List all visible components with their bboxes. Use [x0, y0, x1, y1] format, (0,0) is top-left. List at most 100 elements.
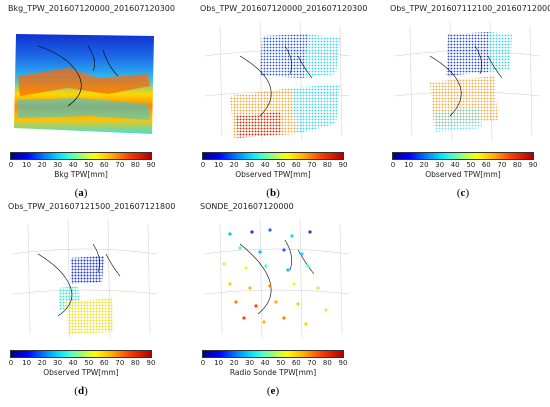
tick: 30 — [435, 161, 445, 169]
tick: 0 — [200, 359, 206, 367]
tick: 50 — [276, 359, 286, 367]
tick: 0 — [8, 161, 14, 169]
tick: 20 — [229, 359, 239, 367]
tick: 10 — [22, 359, 32, 367]
obs-swath — [66, 298, 114, 334]
obs-swath — [304, 34, 340, 78]
colorbar-ticks: 0 10 20 30 40 50 60 70 80 90 — [200, 161, 348, 170]
coastline — [37, 45, 119, 107]
map-observed-tpw — [390, 16, 542, 146]
colorbar — [202, 152, 344, 160]
tick: 60 — [481, 161, 491, 169]
tick: 10 — [404, 161, 414, 169]
obs-swath — [236, 112, 282, 138]
map-observed-tpw — [200, 16, 352, 146]
tick: 40 — [450, 161, 460, 169]
tick: 50 — [466, 161, 476, 169]
graticule — [204, 218, 351, 340]
panel-title: Bkg_TPW_201607120000_201607120300 — [8, 4, 175, 13]
panel-title: Obs_TPW_201607120000_201607120300 — [200, 4, 368, 13]
panel-label: (d) — [74, 385, 88, 397]
coastline — [239, 45, 313, 117]
tick: 60 — [99, 359, 109, 367]
tick: 40 — [68, 359, 78, 367]
coastline — [429, 45, 503, 117]
panel-a: Bkg_TPW_201607120000_201607120300 0 — [8, 4, 175, 204]
tick: 80 — [130, 161, 140, 169]
tick: 50 — [84, 359, 94, 367]
graticule — [12, 218, 159, 340]
tick: 30 — [245, 161, 255, 169]
colorbar-ticks: 0 10 20 30 40 50 60 70 80 90 — [390, 161, 538, 170]
tick: 30 — [53, 161, 63, 169]
obs-swath — [434, 108, 482, 132]
map-radiosonde-tpw — [200, 214, 352, 344]
colorbar — [10, 152, 152, 160]
tick: 90 — [146, 161, 156, 169]
graticule — [204, 20, 351, 142]
colorbar-label: Observed TPW[mm] — [235, 170, 311, 179]
obs-swath — [292, 84, 340, 134]
coastline — [37, 243, 121, 317]
tick: 70 — [115, 161, 125, 169]
tick: 0 — [8, 359, 14, 367]
colorbar-label: Observed TPW[mm] — [425, 170, 501, 179]
tick: 20 — [419, 161, 429, 169]
tick: 10 — [214, 359, 224, 367]
panel-e: SONDE_201607120000 0 — [200, 202, 352, 402]
colorbar-label: Observed TPW[mm] — [43, 368, 119, 377]
map-observed-tpw — [8, 214, 160, 344]
panel-title: SONDE_201607120000 — [200, 202, 294, 211]
tick: 10 — [214, 161, 224, 169]
panel-c: Obs_TPW_201607112100_201607120000 0 10 2… — [390, 4, 550, 204]
obs-swath — [446, 32, 490, 76]
panel-label: (a) — [74, 187, 88, 199]
obs-swath — [70, 256, 104, 284]
panel-title: Obs_TPW_201607121500_201607121800 — [8, 202, 176, 211]
panel-b: Obs_TPW_201607120000_201607120300 0 10 2… — [200, 4, 367, 204]
tick: 70 — [307, 359, 317, 367]
panel-label: (b) — [266, 187, 280, 199]
obs-swath — [488, 32, 512, 72]
tick: 30 — [245, 359, 255, 367]
tick: 60 — [291, 161, 301, 169]
tick: 0 — [200, 161, 206, 169]
sonde-stations — [222, 228, 328, 326]
tick: 80 — [512, 161, 522, 169]
tick: 80 — [130, 359, 140, 367]
tick: 70 — [497, 161, 507, 169]
coastline — [239, 239, 315, 315]
colorbar-label: Bkg TPW[mm] — [54, 170, 108, 179]
panel-d: Obs_TPW_201607121500_201607121800 0 10 2… — [8, 202, 175, 402]
colorbar — [10, 350, 152, 358]
colorbar — [202, 350, 344, 358]
tick: 50 — [276, 161, 286, 169]
tick: 90 — [338, 359, 348, 367]
panel-title: Obs_TPW_201607112100_201607120000 — [390, 4, 550, 13]
panel-label: (e) — [266, 385, 280, 397]
tick: 90 — [528, 161, 538, 169]
tick: 90 — [146, 359, 156, 367]
tick: 60 — [291, 359, 301, 367]
colorbar-label: Radio Sonde TPW[mm] — [229, 368, 317, 377]
colorbar — [392, 152, 534, 160]
tick: 80 — [322, 161, 332, 169]
tick: 20 — [229, 161, 239, 169]
tick: 40 — [260, 359, 270, 367]
tick: 70 — [115, 359, 125, 367]
tick: 80 — [322, 359, 332, 367]
tick: 50 — [84, 161, 94, 169]
tick: 0 — [390, 161, 396, 169]
colorbar-ticks: 0 10 20 30 40 50 60 70 80 90 — [8, 161, 156, 170]
tick: 40 — [260, 161, 270, 169]
tick: 70 — [307, 161, 317, 169]
tick: 90 — [338, 161, 348, 169]
tick: 10 — [22, 161, 32, 169]
tick: 30 — [53, 359, 63, 367]
colorbar-ticks: 0 10 20 30 40 50 60 70 80 90 — [8, 359, 156, 368]
tick: 40 — [68, 161, 78, 169]
tick: 20 — [37, 359, 47, 367]
map-bkg-tpw — [8, 16, 160, 146]
colorbar-ticks: 0 10 20 30 40 50 60 70 80 90 — [200, 359, 348, 368]
tick: 20 — [37, 161, 47, 169]
